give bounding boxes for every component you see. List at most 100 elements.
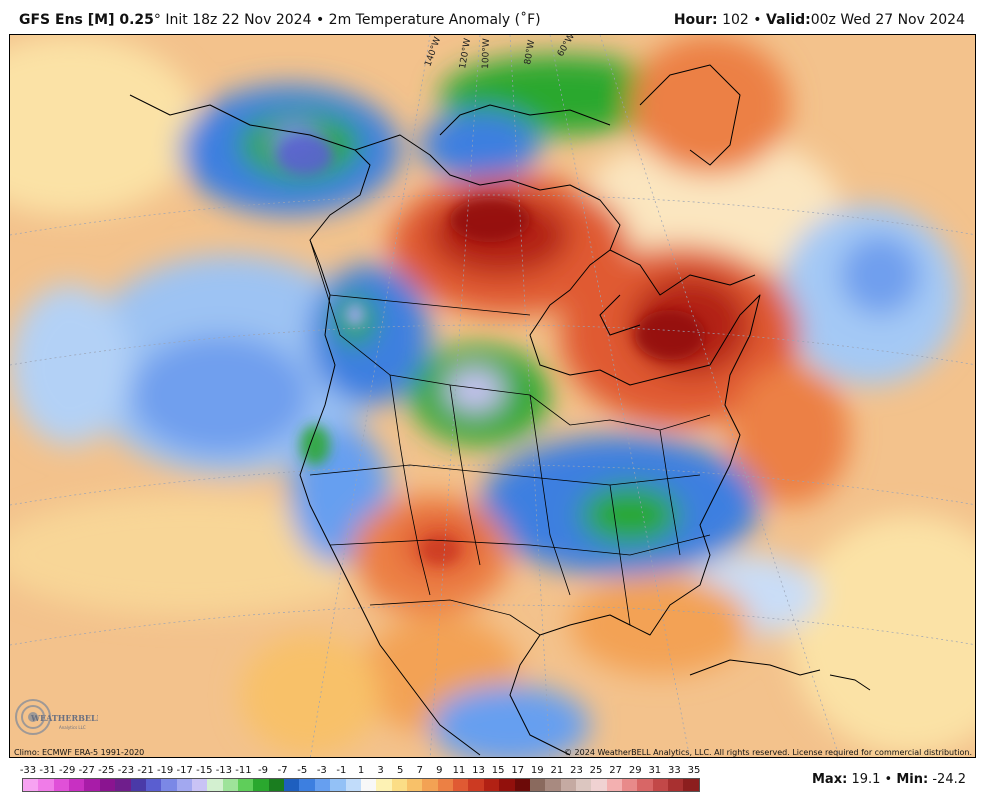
scale-tick-label: 5 (396, 765, 404, 776)
hour-label: Hour: (673, 12, 718, 28)
scale-swatch (683, 779, 699, 791)
scale-swatch (345, 779, 361, 791)
max-value: 19.1 (851, 772, 881, 787)
scale-swatch (84, 779, 100, 791)
scale-tick-label: -23 (117, 765, 135, 776)
scale-swatch (422, 779, 438, 791)
scale-swatch (468, 779, 484, 791)
max-colon: : (842, 772, 848, 787)
scale-tick-label: -15 (196, 765, 213, 776)
separator-bullet-3: • (884, 772, 893, 787)
scale-tick-label: 9 (436, 765, 443, 776)
scale-swatch (253, 779, 269, 791)
valid-label: Valid: (766, 12, 811, 28)
valid-value: 00z Wed 27 Nov 2024 (810, 12, 965, 28)
copyright-note: © 2024 WeatherBELL Analytics, LLC. All r… (564, 748, 972, 757)
scale-swatch (514, 779, 530, 791)
logo-text: WEATHERBELL (30, 713, 98, 723)
scale-bar (22, 778, 700, 792)
max-label: Max (812, 772, 843, 787)
weatherbell-logo: WEATHERBELL Analytics LLC (13, 697, 103, 737)
scale-swatch (191, 779, 208, 791)
scale-swatch (268, 779, 285, 791)
scale-swatch (437, 779, 454, 791)
model-name: GFS Ens [M] 0.25 (19, 12, 154, 28)
max-min-readout: Max: 19.1 • Min: -24.2 (812, 772, 966, 787)
scale-swatch (145, 779, 162, 791)
degree-symbol: ° (153, 12, 161, 28)
hour-value: 102 (722, 12, 749, 28)
scale-tick-label: 29 (628, 765, 642, 776)
political-borders (309, 239, 711, 636)
scale-tick-label: 27 (609, 765, 623, 776)
scale-tick-label: -7 (277, 765, 288, 776)
scale-tick-label: -27 (78, 765, 95, 776)
min-colon: : (923, 772, 929, 787)
coastlines (129, 64, 871, 756)
scale-tick-label: 15 (491, 765, 505, 776)
min-value: -24.2 (932, 772, 966, 787)
scale-swatch (69, 779, 85, 791)
scale-tick-label: 25 (589, 765, 603, 776)
scale-swatch (161, 779, 177, 791)
logo-subtext: Analytics LLC (59, 725, 86, 730)
scale-tick-label: -13 (215, 765, 233, 776)
scale-swatch (222, 779, 239, 791)
scale-swatch (238, 779, 254, 791)
scale-swatch (637, 779, 653, 791)
anomaly-detail (277, 135, 705, 565)
scale-tick-label: 19 (530, 765, 544, 776)
lon-label-80w: 80°W (523, 39, 537, 65)
scale-swatch (376, 779, 392, 791)
header-valid: Hour: 102 • Valid:00z Wed 27 Nov 2024 (674, 12, 965, 28)
scale-tick-label: 35 (687, 765, 701, 776)
scale-tick-label: -21 (137, 765, 154, 776)
scale-tick-label: -25 (98, 765, 115, 776)
climo-note: Climo: ECMWF ERA-5 1991-2020 (14, 748, 144, 757)
scale-swatch (560, 779, 576, 791)
scale-tick-label: -11 (235, 765, 252, 776)
separator-bullet-2: • (753, 12, 762, 28)
scale-tick-label: -33 (19, 765, 37, 776)
scale-swatch (360, 779, 377, 791)
scale-swatch (284, 779, 300, 791)
scale-swatch (314, 779, 331, 791)
header-title: GFS Ens [M] 0.25° Init 18z 22 Nov 2024 •… (19, 12, 541, 28)
scale-swatch (330, 779, 346, 791)
scale-tick-label: 31 (648, 765, 662, 776)
scale-tick-label: 7 (416, 765, 423, 776)
color-scale: -33 -31 -29 -27 -25 -23 -21 -19 -17 -15 -13 -11 -9 -7… (14, 765, 704, 793)
scale-swatch (606, 779, 623, 791)
scale-tick-label: -17 (176, 765, 193, 776)
scale-tick-label: 1 (357, 765, 365, 776)
scale-swatch (299, 779, 315, 791)
scale-tick-label: -1 (336, 765, 347, 776)
scale-swatch (130, 779, 146, 791)
scale-swatch (575, 779, 592, 791)
swirl-icon: WEATHERBELL Analytics LLC (15, 699, 103, 735)
scale-tick-label: 23 (570, 765, 583, 776)
scale-tick-label: 11 (452, 765, 466, 776)
scale-swatch (406, 779, 423, 791)
anomaly-map: 140°W 120°W 100°W 80°W 60°W Climo: ECMWF… (9, 34, 976, 758)
scale-tick-label: 33 (668, 765, 681, 776)
lon-label-100w: 100°W (481, 38, 492, 69)
scale-swatch (529, 779, 546, 791)
scale-tick-label: -3 (316, 765, 327, 776)
scale-tick-label: 17 (511, 765, 525, 776)
scale-swatch (207, 779, 223, 791)
scale-swatch (591, 779, 607, 791)
scale-swatch (545, 779, 561, 791)
scale-swatch (652, 779, 669, 791)
scale-swatch (453, 779, 469, 791)
min-label: Min (896, 772, 924, 787)
scale-swatch (483, 779, 500, 791)
scale-swatch (38, 779, 54, 791)
init-time: Init 18z 22 Nov 2024 (165, 12, 312, 28)
scale-tick-label: -29 (59, 765, 76, 776)
scale-swatch (668, 779, 684, 791)
scale-swatch (53, 779, 70, 791)
separator-bullet: • (315, 12, 325, 28)
scale-swatch (23, 779, 39, 791)
scale-tick-label: 21 (550, 765, 564, 776)
